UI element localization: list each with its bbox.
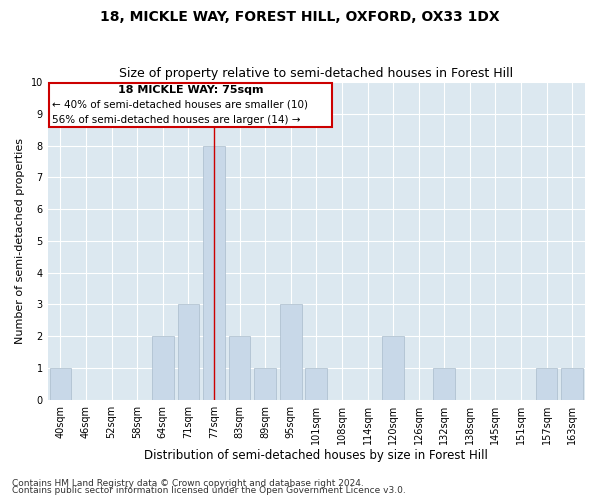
Bar [254, 368, 276, 400]
Bar [50, 368, 71, 400]
Bar [178, 304, 199, 400]
Text: 18 MICKLE WAY: 75sqm: 18 MICKLE WAY: 75sqm [118, 85, 263, 95]
Text: 18, MICKLE WAY, FOREST HILL, OXFORD, OX33 1DX: 18, MICKLE WAY, FOREST HILL, OXFORD, OX3… [100, 10, 500, 24]
Text: ← 40% of semi-detached houses are smaller (10): ← 40% of semi-detached houses are smalle… [52, 99, 308, 109]
Text: 56% of semi-detached houses are larger (14) →: 56% of semi-detached houses are larger (… [52, 115, 301, 125]
Y-axis label: Number of semi-detached properties: Number of semi-detached properties [15, 138, 25, 344]
Bar [536, 368, 557, 400]
Bar [229, 336, 250, 400]
Bar [305, 368, 327, 400]
Title: Size of property relative to semi-detached houses in Forest Hill: Size of property relative to semi-detach… [119, 66, 514, 80]
Bar [382, 336, 404, 400]
Bar [152, 336, 173, 400]
Text: Contains HM Land Registry data © Crown copyright and database right 2024.: Contains HM Land Registry data © Crown c… [12, 478, 364, 488]
Bar [280, 304, 302, 400]
Text: Contains public sector information licensed under the Open Government Licence v3: Contains public sector information licen… [12, 486, 406, 495]
X-axis label: Distribution of semi-detached houses by size in Forest Hill: Distribution of semi-detached houses by … [145, 450, 488, 462]
Bar [562, 368, 583, 400]
FancyBboxPatch shape [49, 82, 332, 127]
Bar [433, 368, 455, 400]
Bar [203, 146, 225, 400]
